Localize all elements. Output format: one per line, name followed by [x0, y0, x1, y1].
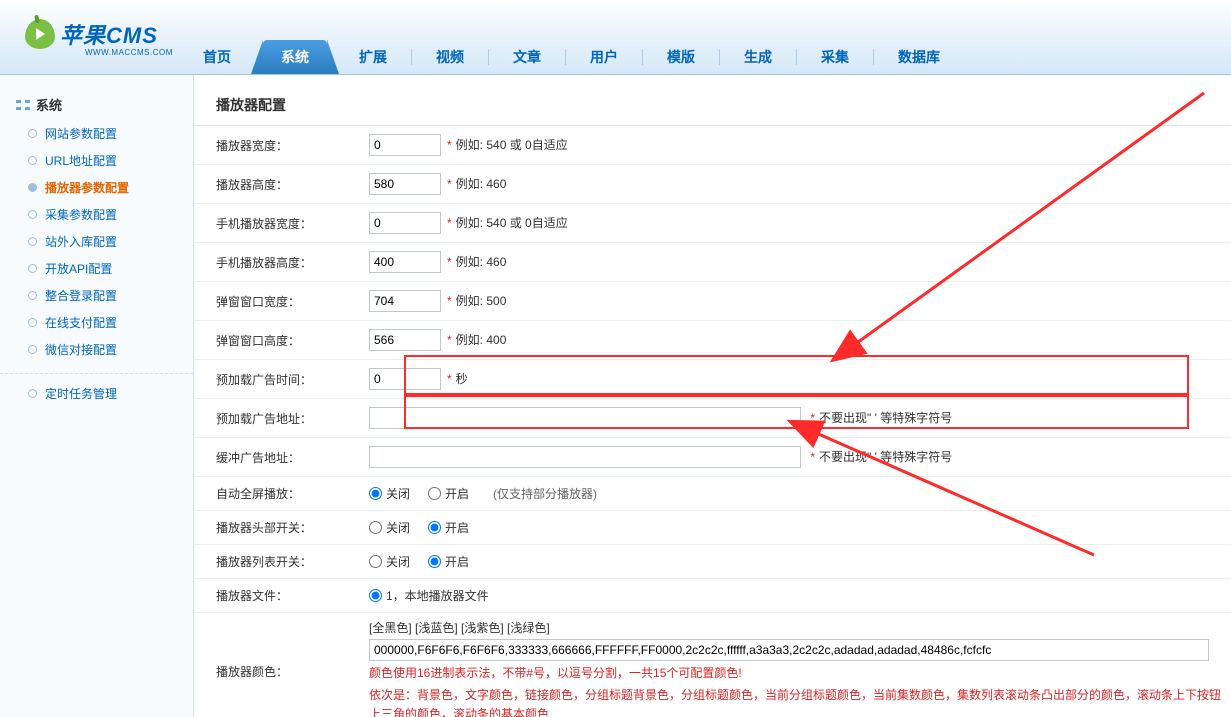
field-label: 预加载广告时间： [194, 360, 359, 399]
color-help-2: 依次是：背景色，文字颜色，链接颜色，分组标题背景色，分组标题颜色，当前分组标题颜… [369, 686, 1221, 717]
field-label: 播放器文件： [194, 579, 359, 613]
main-panel: 播放器配置 播放器宽度：*例如: 540 或 0自适应播放器高度：*例如: 46… [194, 75, 1231, 717]
radio-header-off[interactable]: 关闭 [369, 519, 410, 536]
field-label: 播放器宽度： [194, 126, 359, 165]
field-label: 预加载广告地址： [194, 399, 359, 438]
sidebar-item[interactable]: 采集参数配置 [0, 201, 193, 228]
top-nav: 首页系统扩展视频文章用户模版生成采集数据库 [185, 40, 958, 74]
radio-autofull-on[interactable]: 开启 [428, 485, 469, 502]
topnav-item[interactable]: 用户 [572, 40, 636, 74]
sidebar-item[interactable]: 站外入库配置 [0, 228, 193, 255]
topnav-item[interactable]: 系统 [263, 40, 327, 74]
color-help-1: 颜色使用16进制表示法，不带#号，以逗号分割，一共15个可配置颜色! [369, 664, 1221, 683]
sidebar-item[interactable]: 微信对接配置 [0, 336, 193, 363]
color-presets[interactable]: [全黑色] [浅蓝色] [浅紫色] [浅绿色] [369, 619, 1221, 636]
grid-icon [16, 100, 30, 110]
field-hint: *例如: 500 [447, 294, 506, 308]
logo-subtitle: WWW.MACCMS.COM [85, 48, 173, 57]
number-input[interactable] [369, 368, 441, 390]
field-label: 播放器列表开关： [194, 545, 359, 579]
color-input[interactable] [369, 639, 1209, 661]
field-hint: *秒 [447, 372, 468, 386]
number-input[interactable] [369, 212, 441, 234]
field-label: 手机播放器高度： [194, 243, 359, 282]
number-input[interactable] [369, 173, 441, 195]
ad-preload-input[interactable] [369, 407, 801, 429]
sidebar-item[interactable]: URL地址配置 [0, 147, 193, 174]
number-input[interactable] [369, 134, 441, 156]
logo: 苹果CMS [25, 18, 158, 50]
field-label: 播放器颜色： [194, 613, 359, 717]
topnav-item[interactable]: 采集 [803, 40, 867, 74]
radio-file-1[interactable]: 1，本地播放器文件 [369, 587, 489, 604]
number-input[interactable] [369, 329, 441, 351]
field-hint: *不要出现" ' 等特殊字符号 [810, 411, 952, 425]
sidebar-item[interactable]: 播放器参数配置 [0, 174, 193, 201]
radio-header-on[interactable]: 开启 [428, 519, 469, 536]
radio-autofull-off[interactable]: 关闭 [369, 485, 410, 502]
sidebar-group-title: 系统 [0, 89, 193, 120]
sidebar: 系统 网站参数配置URL地址配置播放器参数配置采集参数配置站外入库配置开放API… [0, 75, 194, 717]
radio-list-on[interactable]: 开启 [428, 553, 469, 570]
sidebar-group-label: 系统 [36, 95, 62, 114]
sidebar-item[interactable]: 整合登录配置 [0, 282, 193, 309]
topnav-item[interactable]: 视频 [418, 40, 482, 74]
radio-list-off[interactable]: 关闭 [369, 553, 410, 570]
ad-buffer-input[interactable] [369, 446, 801, 468]
field-label: 缓冲广告地址： [194, 438, 359, 477]
apple-play-icon [25, 19, 55, 49]
field-label: 手机播放器宽度： [194, 204, 359, 243]
topnav-item[interactable]: 模版 [649, 40, 713, 74]
field-label: 弹窗窗口宽度： [194, 282, 359, 321]
header: 苹果CMS WWW.MACCMS.COM 首页系统扩展视频文章用户模版生成采集数… [0, 0, 1231, 75]
field-hint: *不要出现" ' 等特殊字符号 [810, 450, 952, 464]
field-hint: *例如: 540 或 0自适应 [447, 216, 568, 230]
topnav-item[interactable]: 扩展 [341, 40, 405, 74]
logo-text: 苹果CMS [60, 18, 158, 50]
number-input[interactable] [369, 251, 441, 273]
topnav-item[interactable]: 数据库 [880, 40, 958, 74]
field-label: 播放器高度： [194, 165, 359, 204]
radio-note: (仅支持部分播放器) [493, 485, 597, 502]
sidebar-item[interactable]: 在线支付配置 [0, 309, 193, 336]
topnav-item[interactable]: 生成 [726, 40, 790, 74]
field-hint: *例如: 460 [447, 177, 506, 191]
field-hint: *例如: 540 或 0自适应 [447, 138, 568, 152]
field-label: 播放器头部开关： [194, 511, 359, 545]
number-input[interactable] [369, 290, 441, 312]
field-label: 弹窗窗口高度： [194, 321, 359, 360]
field-hint: *例如: 400 [447, 333, 506, 347]
topnav-item[interactable]: 文章 [495, 40, 559, 74]
topnav-item[interactable]: 首页 [185, 40, 249, 74]
sidebar-item[interactable]: 开放API配置 [0, 255, 193, 282]
sidebar-item[interactable]: 网站参数配置 [0, 120, 193, 147]
field-hint: *例如: 460 [447, 255, 506, 269]
sidebar-item[interactable]: 定时任务管理 [0, 380, 193, 407]
field-label: 自动全屏播放： [194, 477, 359, 511]
panel-title: 播放器配置 [194, 87, 1231, 126]
